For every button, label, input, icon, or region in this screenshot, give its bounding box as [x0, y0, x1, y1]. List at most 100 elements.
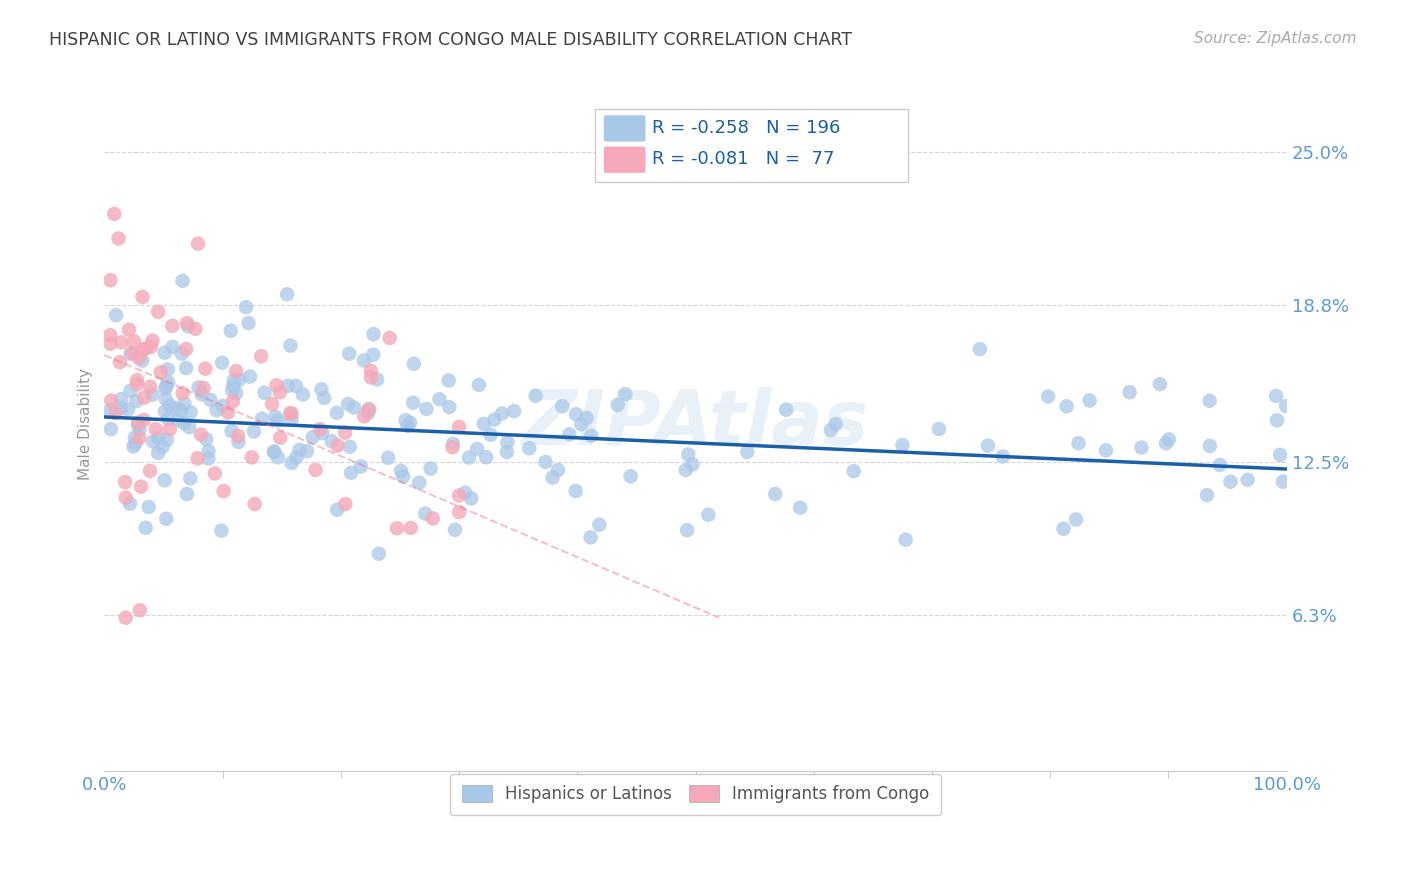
Point [204, 467, 226, 481]
Point [891, 438, 914, 452]
Text: R = -0.081   N =  77: R = -0.081 N = 77 [652, 151, 834, 169]
Point [606, 398, 628, 412]
Point [184, 322, 207, 336]
Point [1149, 377, 1171, 392]
Point [333, 425, 356, 440]
Point [266, 378, 288, 392]
Point [103, 207, 125, 221]
Point [100, 393, 122, 408]
Point [465, 442, 488, 456]
Point [139, 464, 162, 478]
Point [269, 431, 291, 445]
Point [228, 373, 250, 387]
Point [547, 463, 569, 477]
Point [177, 319, 200, 334]
Point [190, 427, 212, 442]
Point [295, 444, 318, 458]
Point [449, 505, 471, 519]
Point [441, 440, 464, 454]
Point [269, 385, 291, 400]
Point [378, 331, 401, 345]
Point [360, 364, 382, 378]
Point [187, 236, 209, 251]
Point [187, 380, 209, 394]
Point [969, 342, 991, 356]
Point [311, 425, 333, 440]
Point [174, 342, 197, 356]
Point [225, 386, 247, 401]
Point [195, 432, 218, 446]
Point [278, 406, 301, 420]
Point [1154, 436, 1177, 450]
Point [142, 334, 165, 348]
Point [122, 439, 145, 453]
Point [263, 445, 285, 459]
Point [575, 411, 598, 425]
Point [280, 406, 302, 420]
Point [226, 429, 249, 443]
Point [366, 372, 388, 386]
Point [135, 521, 157, 535]
Point [153, 345, 176, 359]
Point [1064, 512, 1087, 526]
Point [280, 412, 302, 426]
Point [170, 346, 193, 360]
Point [125, 394, 148, 409]
Point [98, 273, 121, 287]
Point [353, 409, 375, 424]
Point [176, 487, 198, 501]
Point [842, 464, 865, 478]
Point [114, 475, 136, 489]
Point [353, 353, 375, 368]
Point [107, 231, 129, 245]
Point [211, 399, 233, 413]
Point [429, 392, 451, 407]
Point [110, 392, 132, 407]
Point [219, 324, 242, 338]
Point [581, 428, 603, 442]
Point [454, 485, 477, 500]
Point [159, 422, 181, 436]
Point [614, 387, 637, 401]
Point [172, 274, 194, 288]
Point [678, 447, 700, 461]
Point [385, 521, 408, 535]
Point [253, 385, 276, 400]
Point [579, 530, 602, 544]
Point [149, 365, 172, 379]
Point [205, 403, 228, 417]
Point [326, 406, 349, 420]
Point [301, 430, 323, 444]
Point [408, 475, 430, 490]
Point [152, 440, 174, 454]
Point [1118, 385, 1140, 400]
Point [127, 418, 149, 433]
Point [337, 346, 360, 360]
Point [280, 456, 302, 470]
Point [363, 327, 385, 342]
Point [737, 445, 759, 459]
Point [363, 348, 385, 362]
Point [156, 362, 179, 376]
Point [413, 507, 436, 521]
Point [131, 290, 153, 304]
Point [125, 377, 148, 392]
Point [243, 497, 266, 511]
Point [194, 361, 217, 376]
Point [100, 422, 122, 436]
Point [1198, 393, 1220, 408]
Point [221, 384, 243, 398]
Point [439, 400, 461, 414]
Point [118, 323, 141, 337]
Point [534, 455, 557, 469]
Text: Source: ZipAtlas.com: Source: ZipAtlas.com [1194, 31, 1357, 46]
Point [105, 308, 128, 322]
Point [209, 524, 232, 538]
Point [200, 392, 222, 407]
Point [222, 394, 245, 409]
Point [343, 401, 366, 415]
Point [124, 436, 146, 450]
Point [291, 387, 314, 401]
Point [131, 353, 153, 368]
Point [264, 409, 287, 424]
